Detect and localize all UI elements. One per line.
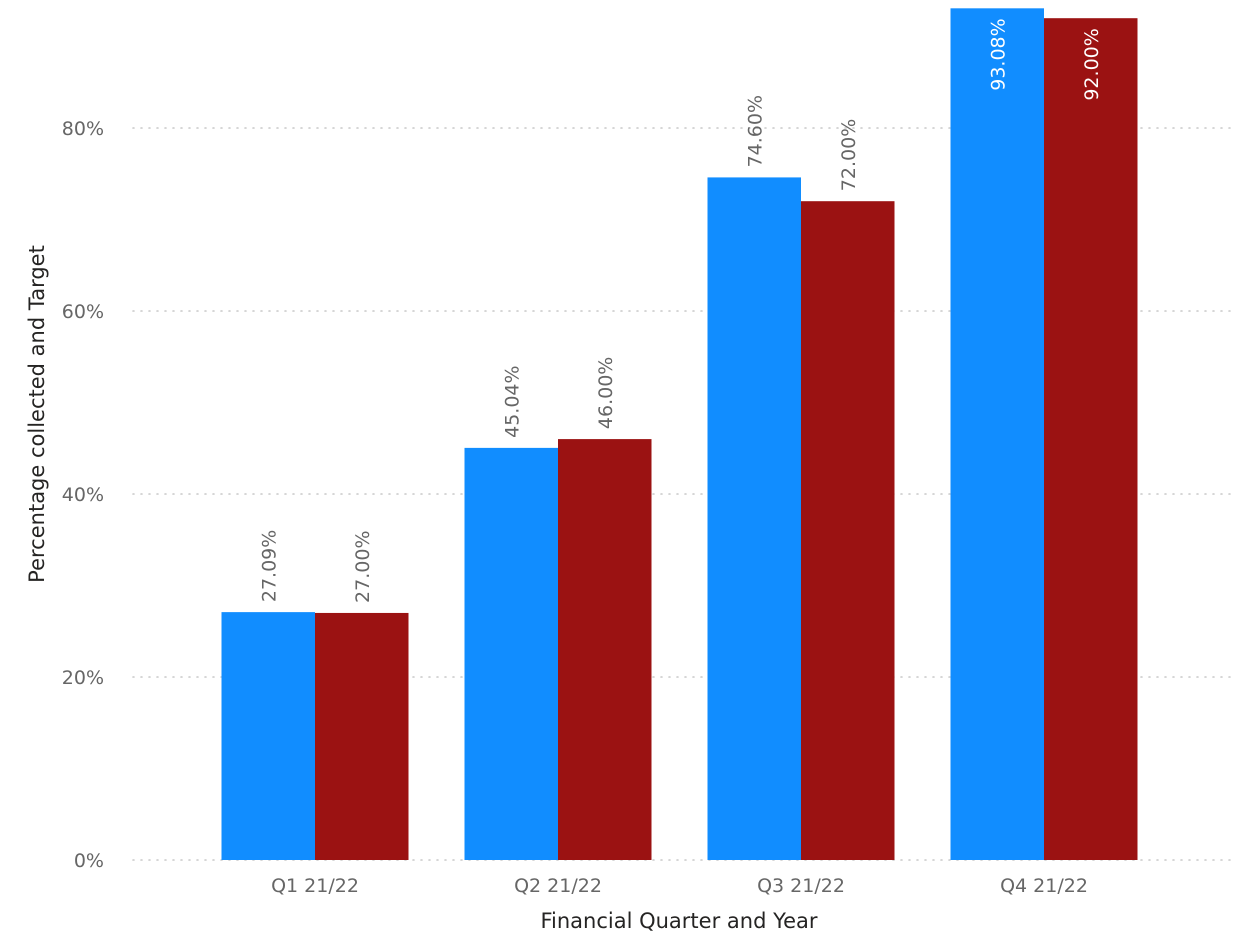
bar [315,612,409,860]
y-tick-label: 0% [74,850,104,872]
x-axis-title: Financial Quarter and Year [540,909,817,933]
bar [464,447,558,860]
y-axis-title: Percentage collected and Target [25,245,49,583]
x-tick-label: Q1 21/22 [271,875,359,897]
bar [558,439,652,860]
y-tick-label: 40% [62,484,104,506]
x-tick-label: Q3 21/22 [757,875,845,897]
data-label: 46.00% [595,357,617,429]
data-label: 27.00% [352,530,374,602]
data-labels: 27.09% 45.04% 74.60% 93.08% 27.00% 46.00% 72.0… [258,18,1103,603]
data-label: 45.04% [501,365,523,437]
y-axis-ticks: 0% 20% 40% 60% 80% [62,118,104,872]
data-label: 72.00% [838,119,860,191]
data-label: 93.08% [987,18,1009,90]
y-tick-label: 80% [62,118,104,140]
x-tick-label: Q2 21/22 [514,875,602,897]
y-tick-label: 20% [62,667,104,689]
bar [1044,18,1138,860]
bars [221,8,1138,861]
data-label: 74.60% [744,95,766,167]
bar [801,201,895,860]
x-tick-label: Q4 21/22 [1000,875,1088,897]
y-tick-label: 60% [62,301,104,323]
bar [950,8,1044,861]
data-label: 92.00% [1081,28,1103,100]
data-label: 27.09% [258,530,280,602]
x-axis-ticks: Q1 21/22 Q2 21/22 Q3 21/22 Q4 21/22 [271,875,1088,897]
bar [221,612,315,860]
bar [707,177,801,860]
